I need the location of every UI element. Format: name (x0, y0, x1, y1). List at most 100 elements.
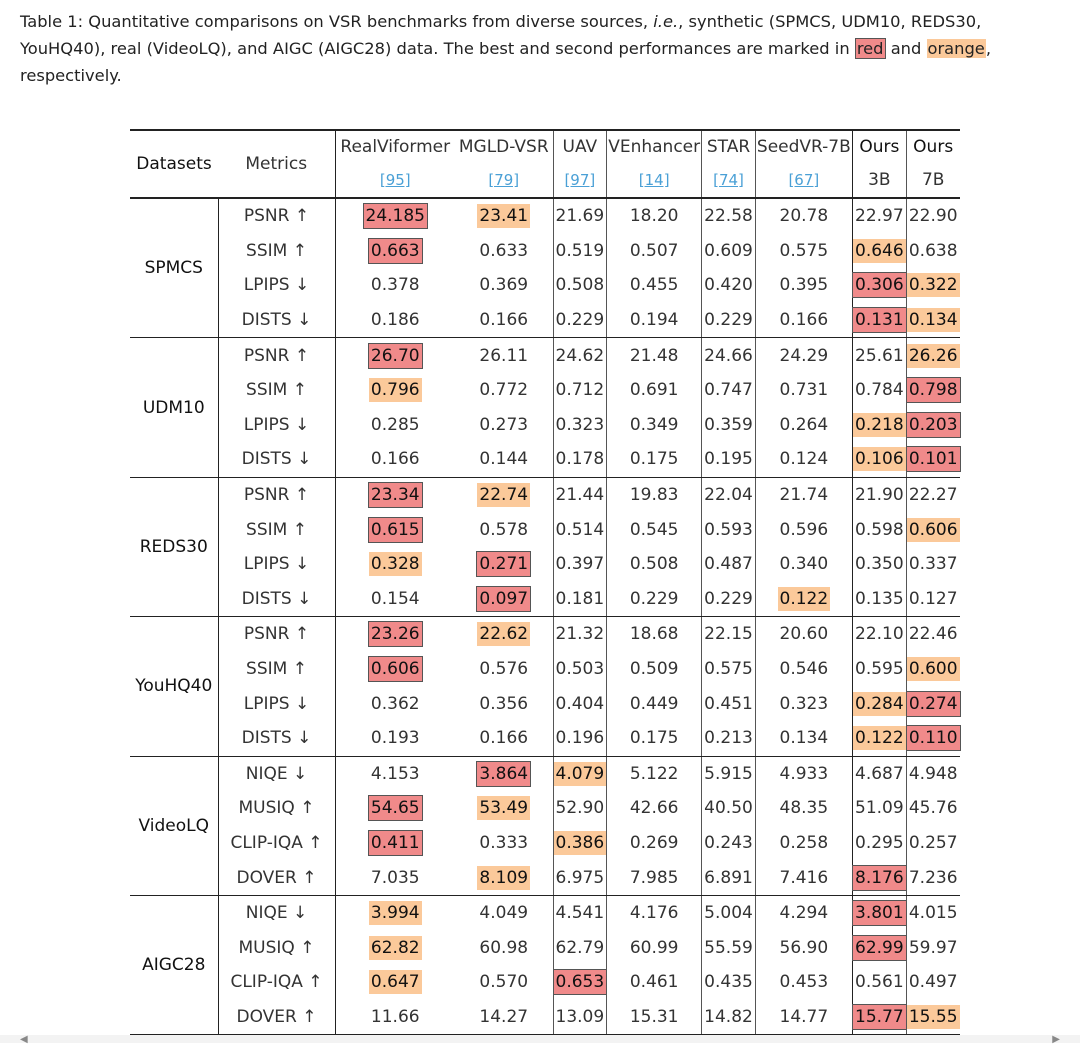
value-cell: 13.09 (552, 999, 608, 1036)
table-row: REDS30 PSNR ↑ 23.34 22.74 21.44 19.83 22.04 21.… (130, 477, 960, 618)
value-cell: 3.994 (335, 895, 455, 930)
scroll-right-icon[interactable]: ▶ (1052, 1034, 1060, 1045)
second-value: 0.646 (853, 238, 906, 263)
value-cell: 23.41 (455, 198, 553, 234)
second-value: 0.106 (853, 447, 906, 472)
table-row: UDM10 PSNR ↑ 26.70 26.11 24.62 21.48 24.66 24.2… (130, 337, 960, 478)
citation-link[interactable]: [95] (379, 171, 411, 189)
header-method-6: Ours (851, 129, 907, 163)
value-cell: 11.66 (335, 999, 455, 1036)
table-row: DISTS ↓ 0.154 0.097 0.181 0.229 0.229 0.122 0.1… (130, 581, 960, 618)
value-cell: 0.243 (701, 825, 756, 861)
value: 0.175 (629, 728, 679, 749)
caption-red-word: red (854, 38, 886, 59)
citation-link[interactable]: [74] (713, 171, 744, 189)
value-cell: 22.27 (906, 477, 959, 512)
value-cell: 0.435 (701, 965, 756, 1000)
value-cell: 0.218 (851, 407, 907, 443)
best-value: 3.801 (852, 900, 907, 927)
value-cell: 26.11 (455, 338, 553, 373)
second-value: 0.328 (368, 552, 422, 577)
value-cell: 0.340 (755, 547, 852, 582)
best-value: 23.26 (367, 621, 423, 648)
table-row: SPMCS PSNR ↑ 24.185 23.41 21.69 18.20 22.58 20.… (130, 198, 960, 339)
value-cell: 0.229 (701, 302, 756, 339)
dataset-label: SPMCS (130, 198, 218, 339)
table-row: YouHQ40 PSNR ↑ 23.26 22.62 21.32 18.68 22.15 20… (130, 616, 960, 757)
value-cell: 6.891 (701, 860, 756, 896)
value-cell: 24.185 (335, 198, 455, 234)
best-value: 0.798 (905, 377, 961, 404)
value: 14.27 (479, 1006, 529, 1027)
citation-link[interactable]: [67] (788, 171, 820, 189)
value-cell: 0.362 (335, 686, 455, 721)
value: 0.229 (704, 588, 753, 609)
citation-link[interactable]: [14] (638, 171, 670, 189)
value-cell: 0.101 (905, 442, 961, 478)
value-cell: 42.66 (607, 791, 702, 826)
value: 0.340 (779, 554, 829, 575)
value: 48.35 (779, 798, 829, 819)
value-cell: 0.271 (455, 547, 553, 582)
value: 0.712 (555, 380, 605, 401)
second-value: 0.386 (553, 830, 607, 855)
value-cell: 0.397 (552, 546, 608, 582)
value: 20.78 (779, 206, 829, 227)
second-value: 0.322 (906, 273, 960, 298)
scroll-left-icon[interactable]: ◀ (20, 1034, 28, 1045)
value: 0.420 (704, 275, 753, 296)
value: 0.229 (704, 310, 753, 331)
value-cell: 0.503 (552, 651, 608, 687)
metric-label: MUSIQ ↑ (217, 791, 336, 826)
best-value: 54.65 (367, 795, 423, 822)
value: 0.127 (908, 588, 958, 609)
value-cell: 4.049 (455, 895, 553, 930)
value-cell: 0.606 (906, 512, 960, 547)
value-cell: 0.144 (455, 442, 553, 478)
header-method-3: VEnhancer (606, 129, 702, 163)
value-cell: 0.663 (335, 234, 455, 269)
metric-label: NIQE ↓ (217, 895, 336, 931)
horizontal-scrollbar[interactable] (0, 1035, 1080, 1043)
value-cell: 0.274 (905, 686, 961, 721)
value-cell: 23.34 (335, 477, 455, 512)
value: 25.61 (855, 345, 904, 366)
header-method-4: STAR (701, 129, 756, 163)
value: 0.455 (629, 275, 679, 296)
value: 0.178 (555, 449, 605, 470)
best-value: 0.653 (552, 969, 608, 996)
value-cell: 0.122 (755, 581, 853, 618)
value-cell: 0.273 (455, 408, 553, 443)
citation-link[interactable]: [79] (488, 171, 520, 189)
best-value: 62.99 (852, 934, 907, 961)
citation-link[interactable]: [97] (564, 171, 596, 189)
value-cell: 0.285 (335, 408, 455, 443)
header-ref-cell-7: 7B (906, 163, 960, 199)
value: 0.359 (704, 414, 753, 435)
value-cell: 4.541 (552, 895, 608, 931)
value-cell: 0.712 (552, 372, 608, 408)
value-cell: 0.545 (607, 512, 702, 547)
value-cell: 0.110 (905, 720, 961, 757)
value: 0.229 (629, 588, 679, 609)
value: 0.269 (629, 832, 679, 853)
best-value: 26.70 (367, 342, 423, 369)
header-metrics: Metrics (218, 129, 336, 199)
value: 0.595 (855, 659, 904, 680)
value: 0.264 (779, 414, 829, 435)
value-cell: 60.99 (607, 930, 702, 965)
value: 0.323 (555, 414, 605, 435)
value: 0.395 (779, 275, 829, 296)
value-cell: 0.449 (607, 686, 702, 721)
value: 0.349 (629, 414, 679, 435)
value-cell: 55.59 (701, 930, 756, 966)
value-cell: 0.638 (906, 234, 959, 269)
table-row: LPIPS ↓ 0.378 0.369 0.508 0.455 0.420 0.395 0.3… (130, 268, 960, 303)
value: 4.176 (629, 903, 679, 924)
metric-label: CLIP-IQA ↑ (217, 965, 336, 1000)
value: 6.891 (704, 867, 753, 888)
value-cell: 0.154 (335, 581, 455, 618)
best-value: 0.606 (367, 656, 423, 683)
second-value: 0.606 (906, 517, 960, 542)
value: 11.66 (370, 1006, 420, 1027)
